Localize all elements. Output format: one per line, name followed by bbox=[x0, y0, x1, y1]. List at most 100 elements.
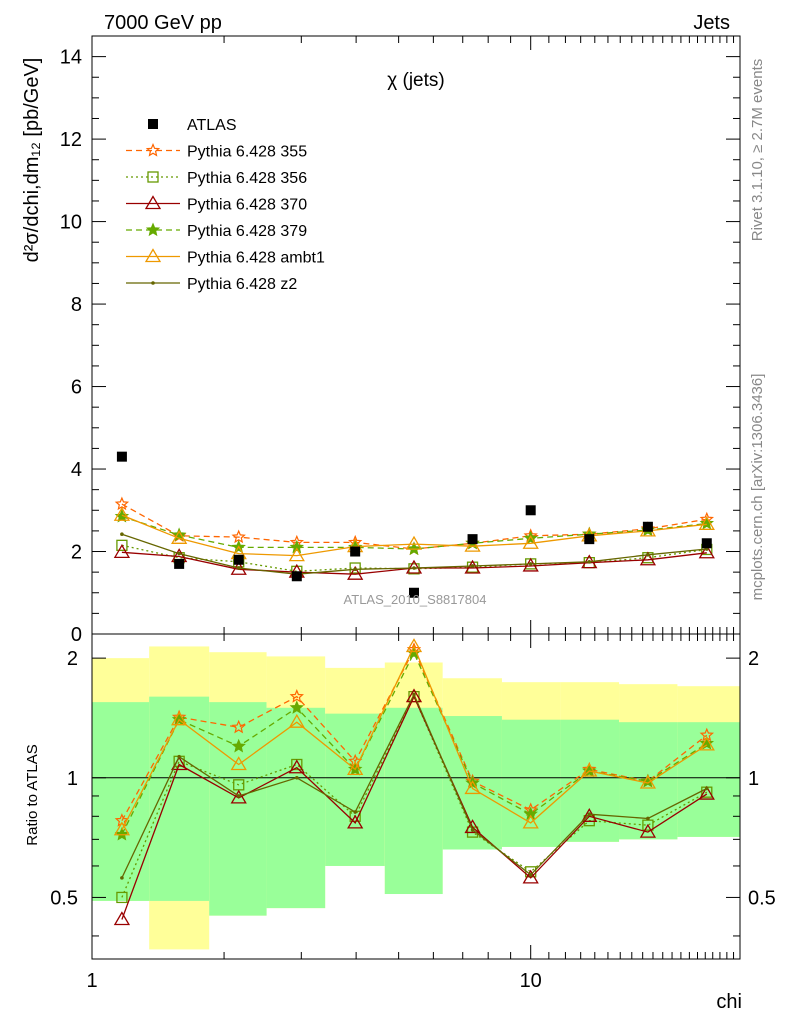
series-marker bbox=[113, 821, 131, 836]
header-right: Jets bbox=[693, 12, 730, 34]
series-marker bbox=[230, 756, 247, 771]
series-line bbox=[121, 515, 707, 550]
y-tick-label: 2 bbox=[71, 542, 82, 564]
series-marker bbox=[646, 816, 650, 821]
series-marker bbox=[587, 812, 592, 816]
series-marker bbox=[289, 539, 304, 554]
ratio-band-green bbox=[560, 719, 620, 842]
series-line bbox=[121, 514, 707, 557]
y-tick-label: 6 bbox=[71, 377, 82, 399]
series-marker bbox=[581, 808, 598, 822]
series-marker bbox=[698, 785, 715, 800]
ratio-axis-label: Ratio to ATLAS bbox=[24, 744, 41, 845]
series-marker bbox=[171, 530, 188, 544]
ratio-series-line bbox=[121, 651, 708, 835]
main-series bbox=[113, 451, 715, 598]
series-marker bbox=[177, 551, 181, 556]
legend-label: Pythia 6.428 356 bbox=[187, 170, 307, 187]
ratio-series bbox=[113, 638, 715, 926]
data-point bbox=[116, 451, 127, 462]
data-point bbox=[408, 587, 419, 598]
data-point bbox=[291, 571, 302, 582]
series-marker bbox=[113, 544, 131, 558]
series-marker bbox=[470, 564, 475, 568]
ratio-band-green bbox=[325, 713, 385, 866]
analysis-label: ATLAS_2010_S8817804 bbox=[344, 592, 487, 607]
data-point bbox=[174, 558, 185, 569]
series-marker bbox=[114, 826, 130, 841]
series-marker bbox=[349, 562, 361, 574]
series-marker bbox=[646, 553, 650, 557]
series-marker bbox=[699, 735, 715, 750]
legend-label: Pythia 6.428 ambt1 bbox=[187, 250, 325, 267]
series-marker bbox=[120, 532, 124, 536]
y-tick-label: 10 bbox=[60, 212, 82, 234]
legend: ATLAS Pythia 6.428 355 Pythia 6.428 356 Pyt… bbox=[126, 117, 325, 293]
data-point bbox=[525, 505, 536, 516]
legend-label: Pythia 6.428 379 bbox=[187, 223, 307, 240]
ratio-band-green bbox=[501, 719, 561, 847]
series-marker bbox=[147, 171, 159, 183]
series-marker bbox=[639, 551, 657, 566]
series-marker bbox=[353, 567, 357, 572]
series-marker bbox=[113, 506, 131, 521]
y-tick-label: 12 bbox=[60, 129, 82, 151]
series-marker bbox=[230, 789, 247, 804]
data-point bbox=[701, 538, 712, 549]
series-marker bbox=[151, 281, 155, 285]
data-point bbox=[584, 534, 595, 545]
series-marker bbox=[231, 738, 246, 753]
series-marker bbox=[587, 560, 592, 564]
series-marker bbox=[289, 700, 304, 714]
header-left: 7000 GeV pp bbox=[104, 12, 222, 34]
ratio-band-green bbox=[209, 702, 267, 916]
x-axis-label: chi bbox=[716, 991, 742, 1013]
series-marker bbox=[231, 529, 246, 544]
x-tick-label: 1 bbox=[86, 970, 97, 992]
legend-label: Pythia 6.428 z2 bbox=[187, 276, 297, 293]
series-marker bbox=[464, 819, 481, 834]
series-marker bbox=[639, 823, 657, 838]
series-marker bbox=[412, 692, 416, 697]
y-tick-label: 0 bbox=[71, 624, 82, 646]
series-marker bbox=[347, 814, 364, 829]
series-marker bbox=[288, 547, 305, 562]
data-point bbox=[233, 554, 244, 565]
data-point bbox=[350, 546, 361, 557]
ratio-panel-frame bbox=[91, 633, 741, 960]
ratio-tick-label-right: 1 bbox=[748, 768, 759, 790]
series-marker bbox=[347, 565, 364, 580]
series-marker bbox=[231, 719, 246, 734]
ratio-series-line bbox=[121, 644, 708, 831]
chart-title: χ (jets) bbox=[387, 70, 444, 91]
legend-label: Pythia 6.428 355 bbox=[187, 144, 307, 161]
ratio-band-green bbox=[149, 696, 210, 901]
series-marker bbox=[522, 814, 539, 829]
series-marker bbox=[522, 557, 539, 572]
data-point bbox=[642, 521, 653, 532]
series-marker bbox=[698, 516, 715, 530]
series-marker bbox=[289, 689, 304, 703]
ratio-tick-label: 0.5 bbox=[50, 887, 78, 909]
series-marker bbox=[288, 759, 305, 774]
series-marker bbox=[528, 562, 533, 566]
series-marker bbox=[405, 535, 423, 550]
y-tick-label: 8 bbox=[71, 294, 82, 316]
series-marker bbox=[145, 142, 161, 157]
series-marker bbox=[295, 775, 299, 780]
series-marker bbox=[464, 537, 481, 552]
series-marker bbox=[120, 876, 124, 880]
series-marker bbox=[177, 754, 181, 759]
y-axis-label: d²σ/dchi,dm₁₂ [pb/GeV] bbox=[21, 58, 43, 263]
series-marker bbox=[581, 762, 598, 777]
series-marker bbox=[405, 688, 423, 703]
ratio-band-green bbox=[92, 702, 150, 901]
y-tick-label: 14 bbox=[60, 47, 82, 69]
series-marker bbox=[699, 515, 715, 530]
ratio-tick-label: 1 bbox=[67, 768, 78, 790]
series-marker bbox=[145, 222, 161, 237]
data-point bbox=[467, 534, 478, 545]
